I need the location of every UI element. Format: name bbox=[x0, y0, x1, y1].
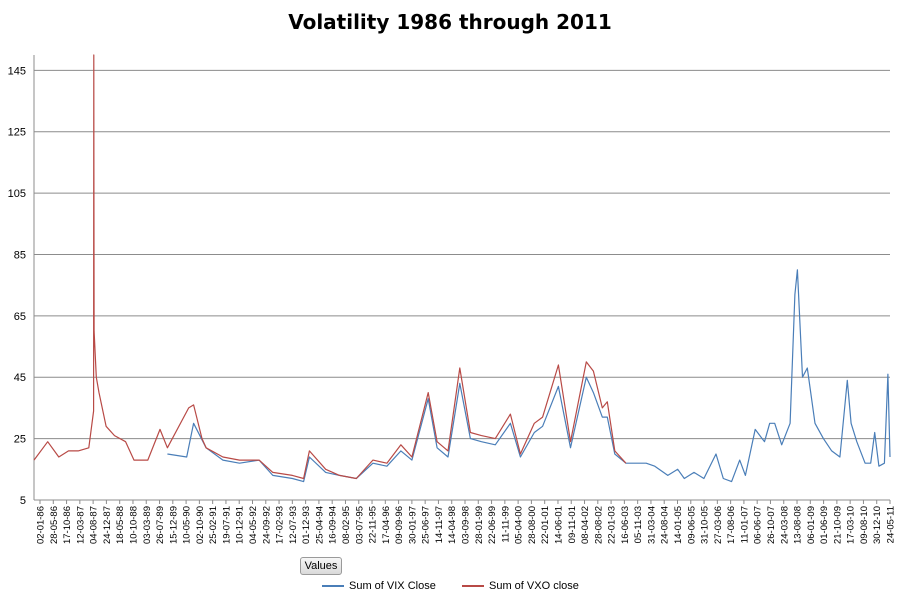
x-tick-label: 22-01-03 bbox=[607, 506, 618, 544]
x-tick-label: 31-03-04 bbox=[646, 506, 657, 544]
x-tick-label: 05-04-00 bbox=[514, 506, 525, 544]
y-tick-label: 65 bbox=[14, 311, 26, 323]
gridlines bbox=[34, 69, 890, 501]
x-tick-label: 24-09-92 bbox=[261, 506, 272, 544]
x-tick-label: 01-12-93 bbox=[301, 506, 312, 544]
y-tick-label: 125 bbox=[8, 127, 26, 139]
x-tick-label: 19-07-91 bbox=[221, 506, 232, 544]
x-tick-label: 17-02-93 bbox=[275, 506, 286, 544]
x-tick-label: 10-05-90 bbox=[182, 506, 193, 544]
legend-item-vix: Sum of VIX Close bbox=[322, 580, 436, 592]
x-tick-label: 28-05-86 bbox=[49, 506, 60, 544]
y-tick-label: 85 bbox=[14, 249, 26, 261]
x-tick-label: 28-08-00 bbox=[527, 506, 538, 544]
x-tick-label: 16-06-03 bbox=[620, 506, 631, 544]
x-tick-label: 09-11-01 bbox=[567, 506, 578, 543]
x-tick-label: 12-03-87 bbox=[75, 506, 86, 544]
x-tick-label: 30-12-10 bbox=[872, 506, 883, 544]
series-line-vxo bbox=[33, 54, 627, 480]
x-tick-label: 02-10-90 bbox=[195, 506, 206, 544]
legend-item-vxo: Sum of VXO close bbox=[462, 580, 579, 592]
x-tick-label: 06-01-09 bbox=[806, 506, 817, 544]
x-tick-label: 24-08-04 bbox=[660, 506, 671, 544]
x-tick-label: 09-06-05 bbox=[686, 506, 697, 544]
x-tick-label: 22-01-01 bbox=[540, 506, 551, 544]
chart-title: Volatility 1986 through 2011 bbox=[288, 10, 612, 34]
legend-swatch-vix bbox=[322, 585, 344, 588]
x-tick-label: 26-10-07 bbox=[766, 506, 777, 544]
x-tick-label: 22-06-99 bbox=[487, 506, 498, 544]
x-tick-label: 14-11-97 bbox=[434, 506, 445, 543]
x-tick-label: 25-06-97 bbox=[421, 506, 432, 544]
x-tick-label: 13-08-08 bbox=[793, 506, 804, 544]
legend-label-vix: Sum of VIX Close bbox=[349, 580, 436, 592]
x-tick-label: 21-10-09 bbox=[832, 506, 843, 544]
x-tick-label: 08-04-02 bbox=[580, 506, 591, 544]
x-tick-label: 09-08-10 bbox=[859, 506, 870, 544]
x-tick-label: 05-11-03 bbox=[633, 506, 644, 543]
x-tick-label: 11-01-07 bbox=[739, 506, 750, 543]
x-tick-label: 25-02-91 bbox=[208, 506, 219, 544]
x-tick-label: 16-09-94 bbox=[328, 506, 339, 544]
x-tick-label: 24-12-87 bbox=[102, 506, 113, 544]
x-tick-label: 30-01-97 bbox=[407, 506, 418, 544]
x-tick-label: 15-12-89 bbox=[168, 506, 179, 544]
x-tick-label: 17-04-96 bbox=[381, 506, 392, 544]
x-tick-label: 08-02-95 bbox=[341, 506, 352, 544]
x-tick-label: 04-08-87 bbox=[89, 506, 100, 544]
x-tick-label: 24-03-08 bbox=[779, 506, 790, 544]
x-tick-label: 03-07-95 bbox=[354, 506, 365, 544]
series-lines bbox=[33, 54, 891, 483]
legend-label-vxo: Sum of VXO close bbox=[489, 580, 579, 592]
y-tick-label: 105 bbox=[8, 188, 26, 200]
y-tick-label: 25 bbox=[14, 434, 26, 446]
x-tick-label: 04-05-92 bbox=[248, 506, 259, 544]
x-tick-label: 17-03-10 bbox=[846, 506, 857, 544]
x-tick-label: 03-03-89 bbox=[142, 506, 153, 544]
x-tick-label: 10-10-88 bbox=[128, 506, 139, 544]
x-tick-label: 24-05-11 bbox=[886, 506, 897, 543]
y-tick-label: 145 bbox=[8, 65, 26, 77]
y-tick-label: 5 bbox=[20, 495, 26, 507]
x-tick-label: 22-11-95 bbox=[368, 506, 379, 543]
x-tick-label: 18-05-88 bbox=[115, 506, 126, 544]
x-tick-labels: 02-01-86 28-05-86 17-10-86 12-03-87 04-08-87… bbox=[36, 506, 897, 544]
x-tick-label: 25-04-94 bbox=[314, 506, 325, 544]
axes bbox=[33, 55, 891, 504]
values-field-button[interactable]: Values bbox=[300, 557, 342, 575]
x-tick-label: 14-01-05 bbox=[673, 506, 684, 544]
x-tick-label: 17-08-06 bbox=[726, 506, 737, 544]
x-tick-label: 26-07-89 bbox=[155, 506, 166, 544]
x-tick-label: 14-06-01 bbox=[553, 506, 564, 544]
x-tick-label: 10-12-91 bbox=[235, 506, 246, 544]
x-tick-label: 11-11-99 bbox=[500, 506, 511, 543]
x-tick-label: 14-04-98 bbox=[447, 506, 458, 544]
y-tick-label: 45 bbox=[14, 372, 26, 384]
series-line-vix bbox=[167, 269, 891, 483]
x-tick-label: 01-06-09 bbox=[819, 506, 830, 544]
x-tick-label: 27-03-06 bbox=[713, 506, 724, 544]
x-tick-label: 06-06-07 bbox=[753, 506, 764, 544]
x-tick-label: 31-10-05 bbox=[700, 506, 711, 544]
x-tick-label: 03-09-98 bbox=[461, 506, 472, 544]
x-tick-label: 17-10-86 bbox=[62, 506, 73, 544]
x-tick-label: 09-09-96 bbox=[394, 506, 405, 544]
legend-swatch-vxo bbox=[462, 585, 484, 588]
x-tick-label: 12-07-93 bbox=[288, 506, 299, 544]
x-tick-label: 02-01-86 bbox=[36, 506, 47, 544]
y-tick-labels: 5 25 45 65 85 105 125 145 bbox=[8, 65, 26, 507]
x-tick-label: 28-08-02 bbox=[593, 506, 604, 544]
x-tick-label: 28-01-99 bbox=[474, 506, 485, 544]
